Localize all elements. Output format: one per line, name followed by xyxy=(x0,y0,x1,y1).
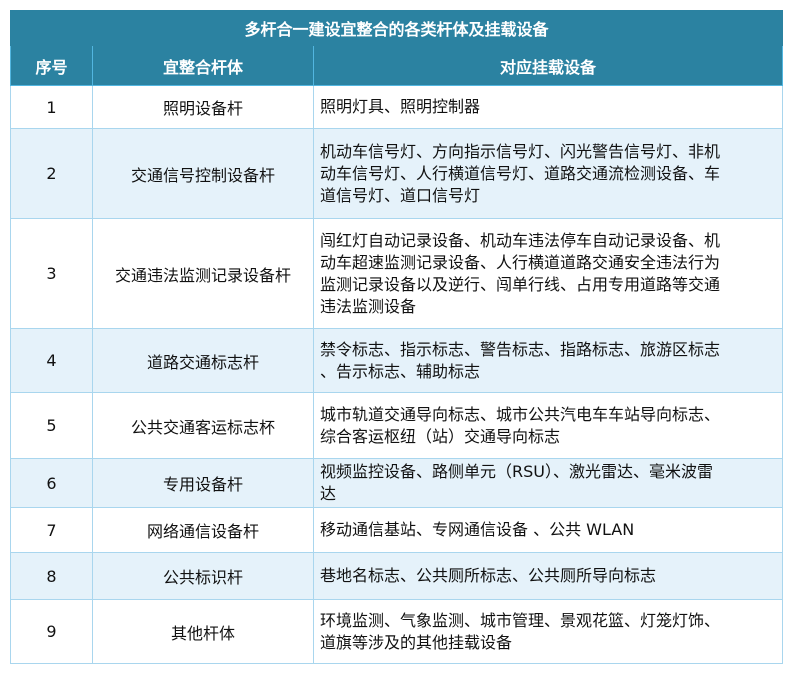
table-row: 5 公共交通客运标志杯 城市轨道交通导向标志、城市公共汽电车车站导向标志、 综合客运枢… xyxy=(10,392,783,459)
header-equipment: 对应挂载设备 xyxy=(313,45,783,86)
equipment-line: 照明灯具、照明控制器 xyxy=(320,97,481,116)
equipment-line: 综合客运枢纽（站）交通导向标志 xyxy=(320,426,561,446)
equipment-line: 道旗等涉及的其他挂载设备 xyxy=(320,632,513,652)
pole-equipment-table: 多杆合一建设宜整合的各类杆体及挂载设备 序号 宜整合杆体 对应挂载设备 1 照明设… xyxy=(10,10,783,664)
row-number: 6 xyxy=(10,458,93,508)
equipment-cell: 闯红灯自动记录设备、机动车违法停车自动记录设备、机 动车超速监测记录设备、人行横道… xyxy=(313,218,783,329)
equipment-line: 动车信号灯、人行横道信号灯、道路交通流检测设备、车 xyxy=(320,163,721,183)
header-pole: 宜整合杆体 xyxy=(92,45,314,86)
table-row: 3 交通违法监测记录设备杆 闯红灯自动记录设备、机动车违法停车自动记录设备、机 动车超… xyxy=(10,218,783,329)
pole-type: 交通违法监测记录设备杆 xyxy=(92,218,314,329)
row-number: 4 xyxy=(10,328,93,393)
pole-type: 其他杆体 xyxy=(92,599,314,664)
pole-type: 交通信号控制设备杆 xyxy=(92,128,314,219)
row-number: 8 xyxy=(10,552,93,600)
row-number: 1 xyxy=(10,85,93,129)
table-row: 4 道路交通标志杆 禁令标志、指示标志、警告标志、指路标志、旅游区标志 、告示标志、辅… xyxy=(10,328,783,393)
equipment-line: 闯红灯自动记录设备、机动车违法停车自动记录设备、机 xyxy=(320,230,721,250)
table-title: 多杆合一建设宜整合的各类杆体及挂载设备 xyxy=(10,10,783,46)
equipment-cell: 巷地名标志、公共厕所标志、公共厕所导向标志 xyxy=(313,552,783,600)
row-number: 2 xyxy=(10,128,93,219)
equipment-line: 视频监控设备、路侧单元（RSU）、激光雷达、毫米波雷 xyxy=(320,462,713,481)
row-number: 7 xyxy=(10,507,93,553)
pole-type: 公共标识杆 xyxy=(92,552,314,600)
table-row: 6 专用设备杆 视频监控设备、路侧单元（RSU）、激光雷达、毫米波雷达 xyxy=(10,458,783,508)
equipment-cell: 照明灯具、照明控制器 xyxy=(313,85,783,129)
equipment-cell: 城市轨道交通导向标志、城市公共汽电车车站导向标志、 综合客运枢纽（站）交通导向标志 xyxy=(313,392,783,459)
table-row: 1 照明设备杆 照明灯具、照明控制器 xyxy=(10,85,783,129)
row-number: 3 xyxy=(10,218,93,329)
equipment-cell: 移动通信基站、专网通信设备 、公共 WLAN xyxy=(313,507,783,553)
equipment-cell: 环境监测、气象监测、城市管理、景观花篮、灯笼灯饰、 道旗等涉及的其他挂载设备 xyxy=(313,599,783,664)
header-no: 序号 xyxy=(10,45,93,86)
table-row: 7 网络通信设备杆 移动通信基站、专网通信设备 、公共 WLAN xyxy=(10,507,783,553)
pole-type: 道路交通标志杆 xyxy=(92,328,314,393)
equipment-line: 环境监测、气象监测、城市管理、景观花篮、灯笼灯饰、 xyxy=(320,610,721,630)
equipment-cell: 机动车信号灯、方向指示信号灯、闪光警告信号灯、非机 动车信号灯、人行横道信号灯、道… xyxy=(313,128,783,219)
pole-type: 照明设备杆 xyxy=(92,85,314,129)
equipment-line: 、告示标志、辅助标志 xyxy=(320,361,481,381)
equipment-line: 动车超速监测记录设备、人行横道道路交通安全违法行为 xyxy=(320,252,721,272)
equipment-line: 违法监测设备 xyxy=(320,296,417,316)
equipment-line: 道信号灯、道口信号灯 xyxy=(320,185,481,205)
pole-type: 专用设备杆 xyxy=(92,458,314,508)
equipment-line: 禁令标志、指示标志、警告标志、指路标志、旅游区标志 xyxy=(320,339,721,359)
table-body: 1 照明设备杆 照明灯具、照明控制器 2 交通信号控制设备杆 机动车信号灯、方向指示信号灯… xyxy=(10,85,783,664)
equipment-cell: 禁令标志、指示标志、警告标志、指路标志、旅游区标志 、告示标志、辅助标志 xyxy=(313,328,783,393)
table-row: 8 公共标识杆 巷地名标志、公共厕所标志、公共厕所导向标志 xyxy=(10,552,783,600)
table-row: 9 其他杆体 环境监测、气象监测、城市管理、景观花篮、灯笼灯饰、 道旗等涉及的其他挂载… xyxy=(10,599,783,664)
equipment-cell: 视频监控设备、路侧单元（RSU）、激光雷达、毫米波雷达 xyxy=(313,458,783,508)
equipment-line: 达 xyxy=(320,484,337,503)
row-number: 5 xyxy=(10,392,93,459)
equipment-line: 机动车信号灯、方向指示信号灯、闪光警告信号灯、非机 xyxy=(320,141,721,161)
equipment-line: 巷地名标志、公共厕所标志、公共厕所导向标志 xyxy=(320,566,657,585)
equipment-line: 移动通信基站、专网通信设备 、公共 WLAN xyxy=(320,520,635,539)
pole-type: 公共交通客运标志杯 xyxy=(92,392,314,459)
equipment-line: 监测记录设备以及逆行、闯单行线、占用专用道路等交通 xyxy=(320,274,721,294)
equipment-line: 城市轨道交通导向标志、城市公共汽电车车站导向标志、 xyxy=(320,404,721,424)
pole-type: 网络通信设备杆 xyxy=(92,507,314,553)
row-number: 9 xyxy=(10,599,93,664)
table-row: 2 交通信号控制设备杆 机动车信号灯、方向指示信号灯、闪光警告信号灯、非机 动车信号灯… xyxy=(10,128,783,219)
